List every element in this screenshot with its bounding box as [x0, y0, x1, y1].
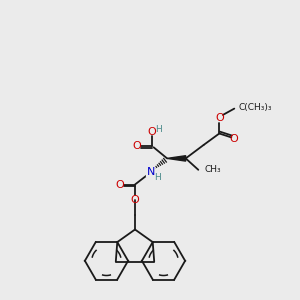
Polygon shape — [167, 156, 186, 161]
Text: C(CH₃)₃: C(CH₃)₃ — [238, 103, 272, 112]
Text: O: O — [229, 134, 238, 144]
Text: O: O — [133, 141, 142, 151]
Text: H: H — [155, 125, 161, 134]
Text: CH₃: CH₃ — [205, 165, 221, 174]
Text: N: N — [146, 167, 155, 177]
Text: O: O — [215, 113, 224, 124]
Text: O: O — [130, 195, 140, 205]
Text: H: H — [154, 173, 160, 182]
Text: O: O — [148, 127, 157, 137]
Text: O: O — [116, 179, 124, 190]
